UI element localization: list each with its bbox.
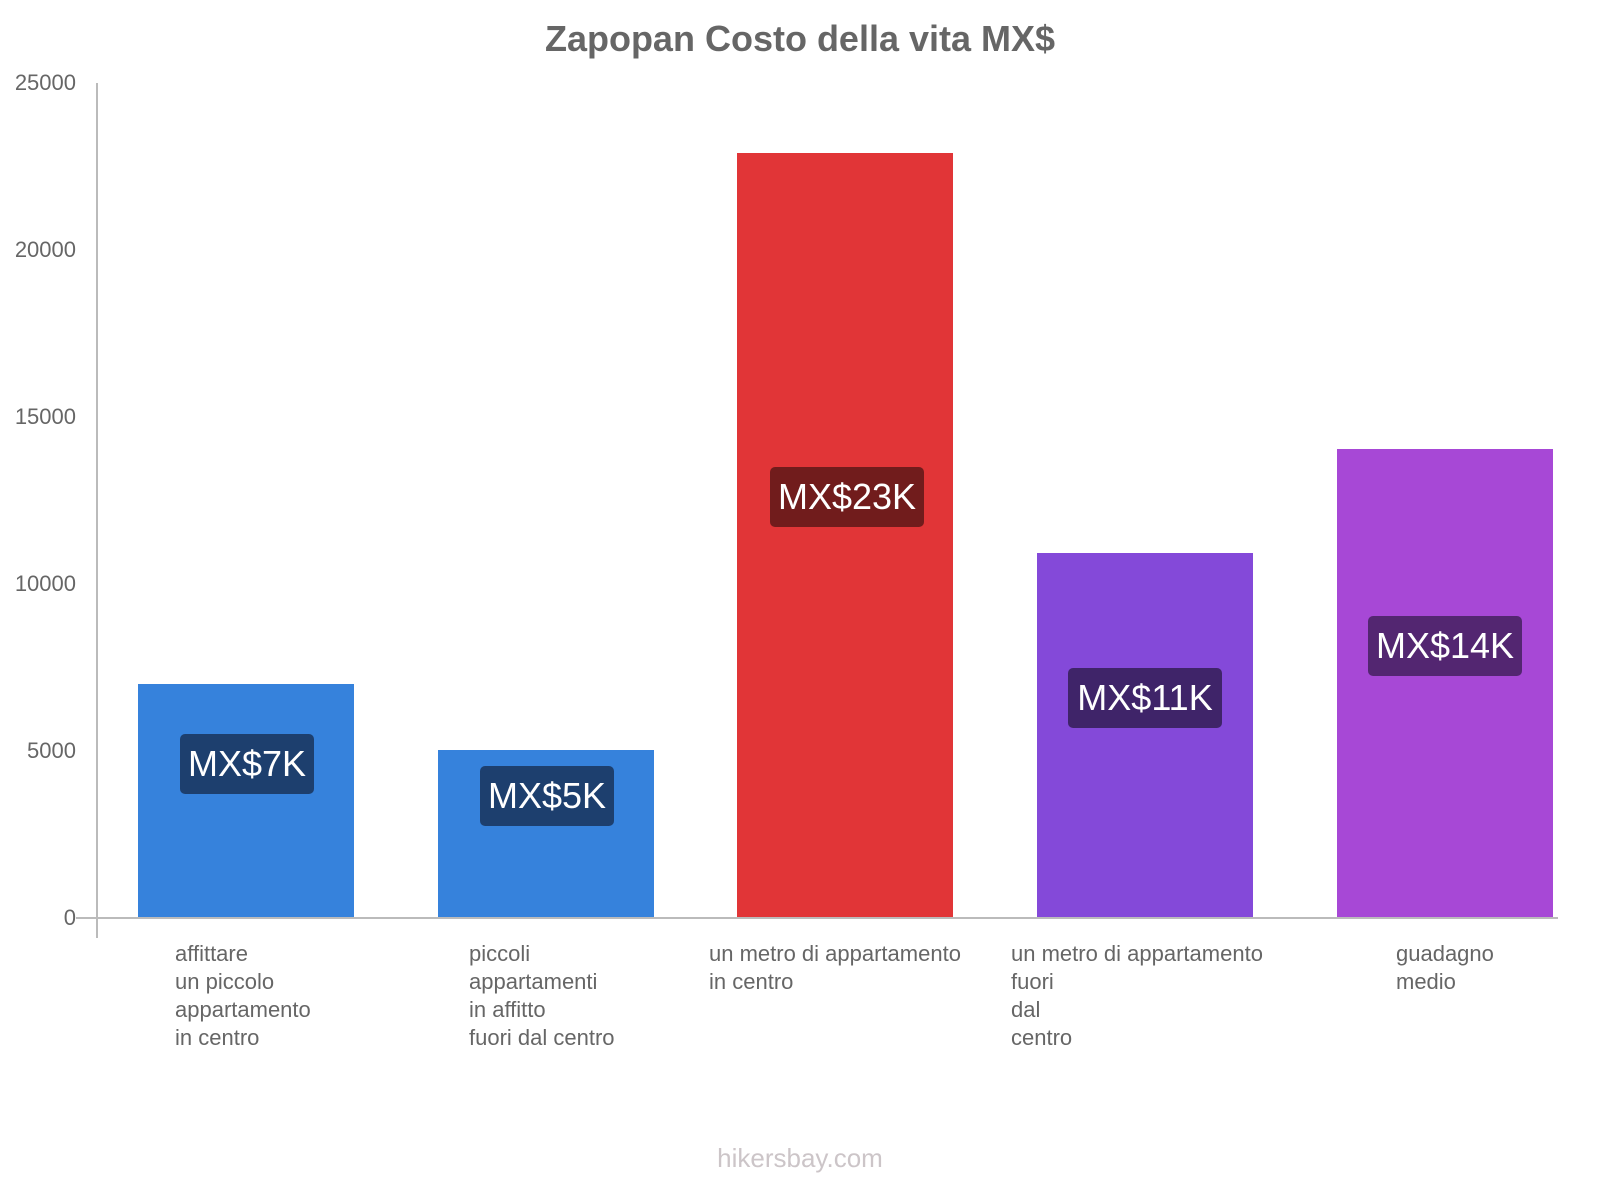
x-tick-label: un metro di appartamento fuori dal centr… bbox=[1011, 941, 1263, 1050]
x-tick-label: piccoli appartamenti in affitto fuori da… bbox=[469, 941, 615, 1050]
watermark: hikersbay.com bbox=[717, 1143, 883, 1173]
bar-rent-small-apartment-center bbox=[138, 684, 354, 918]
x-tick-label: guadagno medio bbox=[1396, 941, 1494, 994]
y-tick-label: 0 bbox=[63, 905, 76, 930]
x-tick-label: un metro di appartamento in centro bbox=[709, 941, 961, 994]
x-axis-line bbox=[76, 917, 1558, 919]
y-tick-label: 20000 bbox=[14, 237, 76, 262]
bar-value-label: MX$7K bbox=[180, 734, 314, 794]
y-tick-label: 5000 bbox=[27, 738, 76, 763]
bar-value-label: MX$23K bbox=[770, 467, 924, 527]
chart-title: Zapopan Costo della vita MX$ bbox=[544, 18, 1056, 59]
y-tick-label: 10000 bbox=[14, 571, 76, 596]
y-axis-line bbox=[96, 83, 98, 938]
y-tick-label: 15000 bbox=[14, 404, 76, 429]
bar-average-salary bbox=[1337, 449, 1553, 918]
bar-sqm-apartment-center bbox=[737, 153, 953, 918]
y-tick-label: 25000 bbox=[14, 70, 76, 95]
bar-value-label: MX$5K bbox=[480, 766, 614, 826]
bar-value-label: MX$14K bbox=[1368, 616, 1522, 676]
x-tick-label: affittare un piccolo appartamento in cen… bbox=[175, 941, 311, 1050]
bar-sqm-apartment-outside-center bbox=[1037, 553, 1253, 918]
bar-value-label: MX$11K bbox=[1068, 668, 1222, 728]
